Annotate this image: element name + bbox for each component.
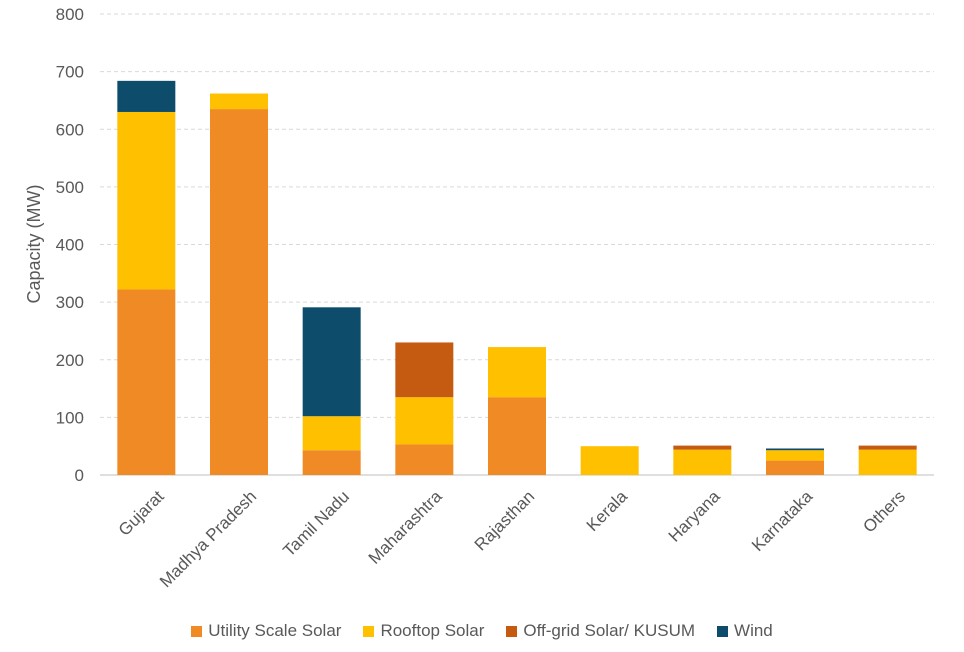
y-tick-label: 800 [56,5,84,24]
y-tick-label: 600 [56,120,84,139]
legend-label: Rooftop Solar [380,621,485,640]
legend-label: Wind [734,621,773,640]
legend-label: Off-grid Solar/ KUSUM [523,621,696,640]
legend-item: Wind [717,621,773,641]
legend: Utility Scale Solar Rooftop Solar Off-grid… [0,618,964,644]
legend-swatch [363,625,375,637]
x-category-label: Haryana [665,486,724,545]
bar-segment [858,445,917,450]
y-axis-label: Capacity (MW) [24,184,44,303]
x-category-label: Maharashtra [365,486,446,567]
x-category-label: Others [859,487,909,537]
bar-segment [302,450,361,475]
legend-label: Utility Scale Solar [208,621,342,640]
stacked-bar-chart: 0 100 200 300 400 500 600 700 800 GujaratMadhya … [24,5,934,591]
bar-segment [580,446,639,475]
y-tick-label: 200 [56,351,84,370]
y-tick-label: 300 [56,293,84,312]
bar-segment [395,342,454,398]
y-tick-label: 0 [75,466,84,485]
x-category-label: Kerala [583,486,632,535]
bar-segment [673,445,732,450]
y-tick-label: 100 [56,408,84,427]
legend-item: Utility Scale Solar [191,621,341,641]
x-category-label: Rajasthan [471,487,539,555]
bar-segment [858,449,917,475]
bar-segment [488,397,546,475]
bars [117,80,917,476]
y-tick-label: 400 [56,236,84,255]
bar-segment [302,416,361,451]
bar-segment [210,109,268,476]
bar-segment [766,450,824,461]
legend-swatch [191,625,203,637]
y-tick-label: 700 [56,63,84,82]
bar-segment [302,307,361,417]
bar-segment [210,93,268,110]
legend-item: Rooftop Solar [363,621,484,641]
y-axis-ticks: 0 100 200 300 400 500 600 700 800 [56,5,84,485]
x-category-label: Karnataka [748,486,817,555]
x-category-label: Gujarat [115,487,168,540]
bar-segment [117,80,176,112]
legend-item: Off-grid Solar/ KUSUM [506,621,695,641]
y-tick-label: 500 [56,178,84,197]
bar-segment [673,449,732,475]
bar-segment [117,289,176,475]
legend-swatch [506,625,518,637]
x-category-label: Tamil Nadu [279,487,353,561]
bar-segment [766,448,824,451]
bar-segment [395,397,454,445]
bar-segment [766,460,824,475]
bar-segment [395,444,454,475]
bar-segment [488,347,546,398]
legend-swatch [717,625,729,637]
bar-segment [117,111,176,290]
x-category-label: Madhya Pradesh [156,487,260,591]
